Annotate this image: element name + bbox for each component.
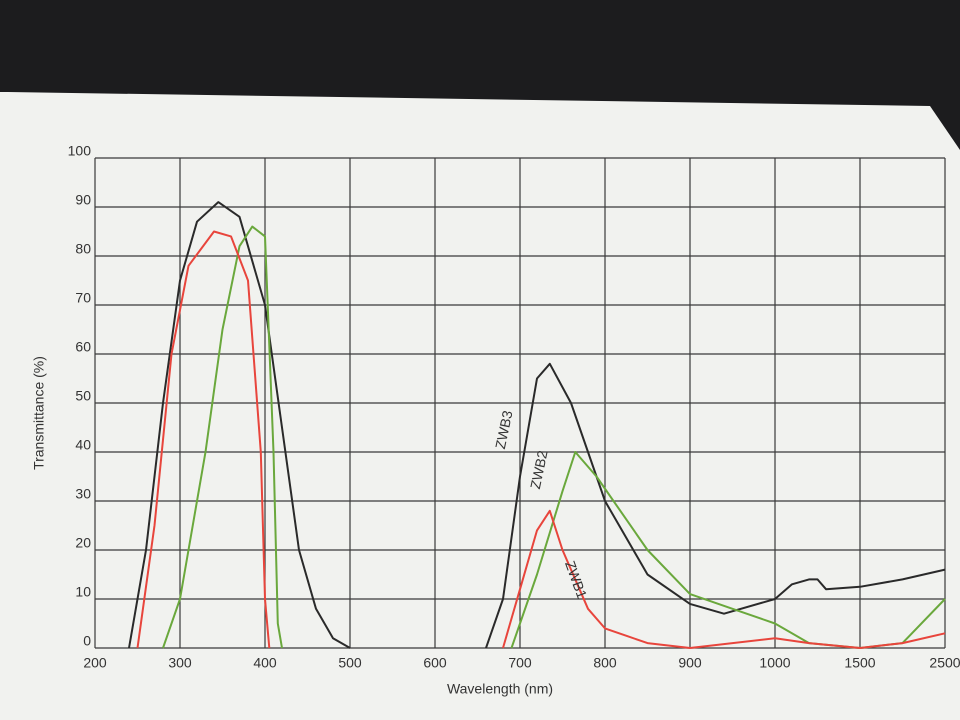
series-line [136,230,946,649]
y-tick-label: 0 [83,633,91,649]
y-tick-label: 10 [75,584,91,600]
y-tick-label: 30 [75,486,91,502]
y-tick-label: 50 [75,388,91,404]
x-tick-label: 900 [678,655,702,671]
x-axis-title: Wavelength (nm) [447,681,553,697]
x-tick-label: 500 [338,655,362,671]
y-tick-label: 60 [75,339,91,355]
y-tick-label: 20 [75,535,91,551]
x-tick-label: 400 [253,655,277,671]
x-tick-label: 700 [508,655,532,671]
x-tick-label: 1000 [759,655,790,671]
paper [0,92,960,720]
y-tick-label: 90 [75,192,91,208]
y-tick-label: 80 [75,241,91,257]
y-tick-label: 40 [75,437,91,453]
y-tick-label: 70 [75,290,91,306]
y-tick-label: 100 [68,143,92,159]
x-tick-label: 2500 [929,655,960,671]
series-label: ZWB2 [527,449,551,491]
x-tick-label: 200 [83,655,107,671]
x-tick-label: 1500 [844,655,875,671]
x-tick-label: 600 [423,655,447,671]
y-axis-title: Transmittance (%) [31,356,47,470]
x-tick-label: 800 [593,655,617,671]
series-label: ZWB3 [492,409,516,451]
series-line [128,201,946,649]
x-tick-label: 300 [168,655,192,671]
